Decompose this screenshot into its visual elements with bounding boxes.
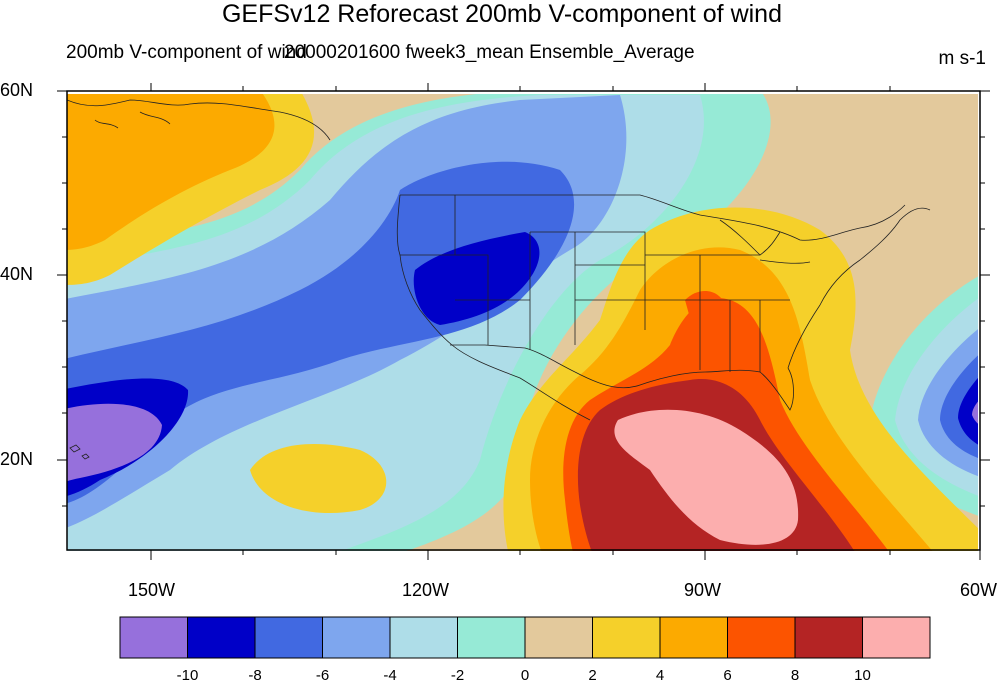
colorbar-box bbox=[862, 616, 931, 659]
colorbar-label: -10 bbox=[176, 667, 199, 684]
lon-tick-label: 120W bbox=[402, 580, 450, 600]
colorbar-label: 2 bbox=[588, 667, 597, 684]
run-label: 20000201600 fweek3_mean Ensemble_Average bbox=[284, 42, 695, 63]
variable-label: 200mb V-component of wind bbox=[66, 42, 307, 63]
colorbar-box bbox=[119, 616, 188, 659]
lat-tick-label: 20N bbox=[0, 449, 34, 469]
lat-tick-label: 40N bbox=[0, 264, 34, 284]
lon-tick-label: 90W bbox=[684, 580, 722, 600]
colorbar-label: 6 bbox=[723, 667, 732, 684]
colorbar-label: 8 bbox=[790, 667, 800, 684]
colorbar-box bbox=[254, 616, 323, 659]
lat-tick-label: 60N bbox=[0, 80, 34, 100]
colorbar-label: -8 bbox=[248, 667, 262, 684]
colorbar-box bbox=[187, 616, 256, 659]
colorbar-box bbox=[389, 616, 458, 659]
axis-ticks bbox=[57, 83, 990, 560]
colorbar-label: 10 bbox=[854, 667, 871, 684]
coastlines bbox=[67, 99, 931, 460]
colorbar-box bbox=[794, 616, 863, 659]
colorbar-box bbox=[659, 616, 728, 659]
lon-tick-label: 60W bbox=[960, 580, 998, 600]
colorbar-label: -6 bbox=[315, 667, 330, 684]
colorbar-label: -2 bbox=[450, 667, 465, 684]
lon-tick-label: 150W bbox=[128, 580, 176, 600]
colorbar-box bbox=[322, 616, 391, 659]
colorbar-label: 4 bbox=[655, 667, 665, 684]
wind-field bbox=[67, 94, 978, 551]
units-label: m s-1 bbox=[938, 48, 987, 69]
colorbar-box bbox=[592, 616, 661, 659]
map-title: GEFSv12 Reforecast 200mb V-component of … bbox=[221, 0, 782, 28]
colorbar-box bbox=[457, 616, 526, 659]
colorbar-label: -4 bbox=[383, 667, 397, 684]
colorbar-box bbox=[727, 616, 796, 659]
colorbar bbox=[119, 616, 931, 659]
colorbar-box bbox=[524, 616, 593, 659]
colorbar-label: 0 bbox=[520, 667, 530, 684]
